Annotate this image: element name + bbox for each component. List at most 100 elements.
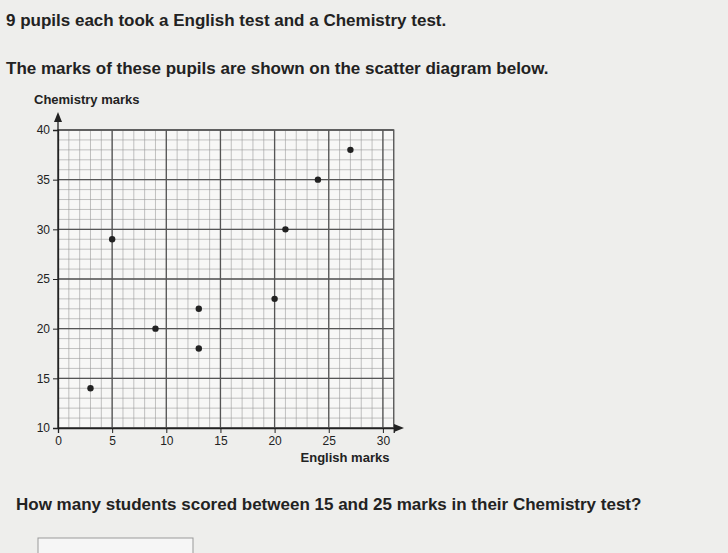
- y-axis-title: Chemistry marks: [34, 92, 140, 107]
- tick: 15: [37, 372, 58, 386]
- minor-grid-line: [58, 288, 394, 289]
- grid: [58, 130, 394, 428]
- minor-grid-line: [58, 328, 394, 329]
- tick: 20: [268, 428, 282, 448]
- minor-grid-line: [58, 348, 394, 349]
- minor-grid-line: [58, 209, 394, 210]
- axis-line: [53, 131, 59, 429]
- tick-mark: [53, 279, 58, 280]
- x-axis-title: English marks: [301, 450, 390, 465]
- tick-label: 25: [37, 272, 51, 286]
- tick-label: 30: [377, 434, 391, 448]
- grid-line: [58, 179, 394, 180]
- tick: 10: [37, 421, 58, 435]
- minor-grid-line: [58, 239, 394, 240]
- minor-grid-line: [58, 269, 394, 270]
- minor-grid-line: [58, 358, 394, 359]
- minor-grid-line: [58, 388, 394, 389]
- tick-mark: [112, 428, 113, 433]
- tick-mark: [329, 428, 330, 433]
- minor-grid-line: [58, 179, 394, 180]
- tick: 40: [37, 123, 58, 137]
- tick-label: 20: [37, 322, 51, 336]
- point: [152, 325, 158, 331]
- tick-mark: [53, 130, 58, 131]
- point: [196, 306, 202, 312]
- grid-line: [58, 278, 394, 279]
- grid-line: [58, 378, 394, 379]
- tick: 5: [109, 428, 116, 448]
- tick-label: 15: [214, 434, 228, 448]
- tick-mark: [383, 428, 384, 433]
- point: [109, 236, 115, 242]
- point: [315, 176, 321, 182]
- tick-mark: [53, 428, 58, 429]
- question: How many students scored between 15 and …: [16, 495, 641, 514]
- tick: 0: [55, 428, 62, 448]
- minor-grid-line: [58, 169, 394, 170]
- subtitle: The marks of these pupils are shown on t…: [6, 59, 549, 78]
- minor-grid-line: [58, 418, 394, 419]
- x-axis: 0 5 10 15 20 25 30: [55, 428, 394, 448]
- minor-grid-line: [58, 249, 394, 250]
- tick-mark: [275, 428, 276, 433]
- minor-grid-line: [58, 199, 394, 200]
- tick-label: 25: [323, 434, 337, 448]
- tick: 25: [323, 428, 337, 448]
- point: [347, 147, 353, 153]
- minor-grid-line: [58, 189, 394, 190]
- minor-grid-line: [58, 308, 394, 309]
- minor-grid-line: [58, 408, 394, 409]
- minor-grid-line: [58, 368, 394, 369]
- minor-grid-line: [58, 398, 394, 399]
- tick-label: 5: [109, 434, 116, 448]
- minor-grid-line: [58, 149, 394, 150]
- tick-mark: [53, 229, 58, 230]
- tick-mark: [53, 180, 58, 181]
- tick: 35: [37, 173, 58, 187]
- worksheet: 9 pupils each took a English test and a …: [0, 0, 728, 553]
- tick-label: 15: [37, 372, 51, 386]
- minor-grid-line: [58, 279, 394, 280]
- points: [87, 147, 353, 392]
- tick: 30: [37, 223, 58, 237]
- grid-line: [58, 229, 394, 230]
- y-axis-arrow: [54, 112, 62, 122]
- minor-grid-line: [58, 139, 394, 140]
- tick-label: 30: [37, 223, 51, 237]
- point: [87, 385, 93, 391]
- tick-label: 10: [37, 421, 51, 435]
- point: [282, 226, 288, 232]
- minor-grid-line: [58, 259, 394, 260]
- answer-box: [38, 538, 193, 553]
- tick-mark: [220, 428, 221, 433]
- minor-grid-line: [58, 338, 394, 339]
- tick-label: 20: [268, 434, 282, 448]
- minor-grid-line: [58, 318, 394, 319]
- plot-area: [58, 130, 394, 428]
- tick: 30: [377, 428, 391, 448]
- title: 9 pupils each took a English test and a …: [6, 11, 446, 30]
- minor-grid-line: [58, 219, 394, 220]
- minor-grid-line: [58, 378, 394, 379]
- tick-mark: [166, 428, 167, 433]
- y-axis: 10 15 20 25 30 35 40: [37, 123, 59, 435]
- tick: 10: [160, 428, 174, 448]
- plot-frame: [58, 130, 394, 428]
- tick-label: 10: [160, 434, 174, 448]
- point: [271, 296, 277, 302]
- minor-grid-line: [58, 229, 394, 230]
- tick-label: 35: [37, 173, 51, 187]
- tick-label: 0: [55, 434, 62, 448]
- axis-line: [59, 429, 395, 434]
- tick-mark: [53, 329, 58, 330]
- tick: 20: [37, 322, 58, 336]
- tick-mark: [53, 378, 58, 379]
- point: [196, 345, 202, 351]
- x-axis-arrow: [394, 424, 404, 432]
- tick: 15: [214, 428, 228, 448]
- minor-grid-line: [58, 159, 394, 160]
- tick-label: 40: [37, 123, 51, 137]
- grid-line: [58, 328, 394, 329]
- tick: 25: [37, 272, 58, 286]
